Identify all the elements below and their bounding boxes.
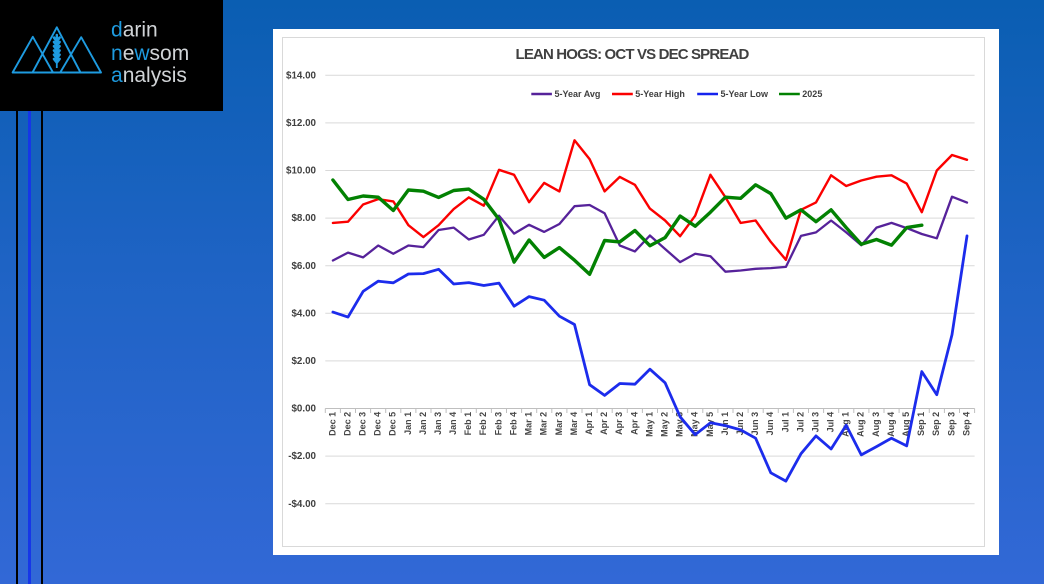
svg-text:Jul 2: Jul 2 xyxy=(795,412,805,433)
svg-text:$10.00: $10.00 xyxy=(286,166,317,177)
svg-text:Aug 3: Aug 3 xyxy=(871,412,881,437)
svg-text:May 2: May 2 xyxy=(659,412,669,437)
svg-text:Mar 1: Mar 1 xyxy=(523,412,533,436)
svg-text:Jun 1: Jun 1 xyxy=(720,412,730,436)
svg-text:Jul 3: Jul 3 xyxy=(810,412,820,433)
svg-text:Jun 4: Jun 4 xyxy=(765,412,775,436)
svg-text:Mar 3: Mar 3 xyxy=(554,412,564,436)
svg-text:Apr 3: Apr 3 xyxy=(614,412,624,435)
svg-text:Jul 1: Jul 1 xyxy=(780,412,790,433)
svg-text:$6.00: $6.00 xyxy=(291,261,316,272)
svg-text:Sep 2: Sep 2 xyxy=(931,412,941,436)
svg-text:analysis: analysis xyxy=(111,64,187,87)
svg-text:$2.00: $2.00 xyxy=(291,356,316,367)
svg-text:5-Year Low: 5-Year Low xyxy=(721,89,770,99)
svg-text:Apr 4: Apr 4 xyxy=(629,412,639,435)
svg-text:May 4: May 4 xyxy=(690,412,700,437)
svg-text:Jan 2: Jan 2 xyxy=(418,412,428,435)
svg-text:newsom: newsom xyxy=(111,42,189,65)
svg-text:Jul 4: Jul 4 xyxy=(825,412,835,433)
svg-text:Mar 4: Mar 4 xyxy=(569,412,579,436)
svg-text:Aug 5: Aug 5 xyxy=(901,412,911,437)
svg-text:Dec 2: Dec 2 xyxy=(342,412,352,436)
svg-text:Aug 4: Aug 4 xyxy=(886,412,896,437)
svg-text:-$2.00: -$2.00 xyxy=(288,451,316,462)
svg-text:Dec 1: Dec 1 xyxy=(327,412,337,436)
svg-text:Feb 4: Feb 4 xyxy=(508,412,518,436)
svg-text:Apr 1: Apr 1 xyxy=(584,412,594,435)
svg-text:$14.00: $14.00 xyxy=(286,70,317,81)
svg-text:Sep 4: Sep 4 xyxy=(961,412,971,436)
svg-text:Jan 1: Jan 1 xyxy=(403,412,413,435)
svg-text:Dec 5: Dec 5 xyxy=(388,412,398,436)
svg-text:Feb 3: Feb 3 xyxy=(493,412,503,436)
svg-text:$4.00: $4.00 xyxy=(291,308,316,319)
svg-text:Dec 3: Dec 3 xyxy=(357,412,367,436)
svg-text:Sep 1: Sep 1 xyxy=(916,412,926,436)
svg-text:darin: darin xyxy=(111,18,158,41)
svg-text:Mar 2: Mar 2 xyxy=(539,412,549,436)
svg-text:Feb 1: Feb 1 xyxy=(463,412,473,436)
svg-text:Sep 3: Sep 3 xyxy=(946,412,956,436)
svg-text:Jan 4: Jan 4 xyxy=(448,412,458,435)
svg-text:2025: 2025 xyxy=(802,89,822,99)
svg-text:May 3: May 3 xyxy=(674,412,684,437)
svg-text:5-Year Avg: 5-Year Avg xyxy=(555,89,601,99)
svg-text:-$4.00: -$4.00 xyxy=(288,499,316,510)
svg-text:$0.00: $0.00 xyxy=(291,404,316,415)
svg-text:5-Year High: 5-Year High xyxy=(635,89,685,99)
svg-text:Feb 2: Feb 2 xyxy=(478,412,488,436)
svg-text:$8.00: $8.00 xyxy=(291,213,316,224)
svg-text:$12.00: $12.00 xyxy=(286,118,317,129)
svg-text:Jan 3: Jan 3 xyxy=(433,412,443,435)
svg-text:Aug 2: Aug 2 xyxy=(856,412,866,437)
svg-text:Dec 4: Dec 4 xyxy=(373,412,383,436)
svg-text:Apr 2: Apr 2 xyxy=(599,412,609,435)
svg-text:Jun 3: Jun 3 xyxy=(750,412,760,436)
svg-text:Jun 2: Jun 2 xyxy=(735,412,745,436)
svg-text:May 1: May 1 xyxy=(644,412,654,437)
